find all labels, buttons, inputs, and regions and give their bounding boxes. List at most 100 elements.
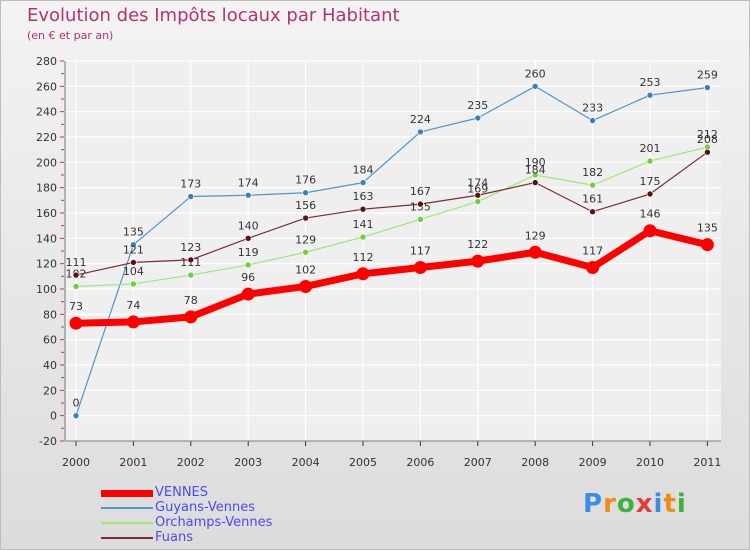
legend-label-guyans-vennes: Guyans-Vennes bbox=[155, 500, 256, 515]
data-point-fuans bbox=[531, 179, 539, 186]
data-label-vennes: 117 bbox=[582, 244, 603, 257]
data-label-vennes: 112 bbox=[353, 251, 374, 264]
chart-subtitle: (en € et par an) bbox=[27, 29, 114, 42]
data-label-guyans-vennes: 176 bbox=[295, 174, 316, 187]
data-label-orchamps-vennes: 104 bbox=[123, 265, 144, 278]
data-label-orchamps-vennes: 129 bbox=[295, 233, 316, 246]
x-tick-label: 2004 bbox=[292, 456, 320, 469]
series-line-orchamps-vennes bbox=[75, 146, 709, 288]
data-label-guyans-vennes: 260 bbox=[525, 67, 546, 80]
legend-item-guyans-vennes: Guyans-Vennes bbox=[101, 500, 361, 515]
data-label-orchamps-vennes: 119 bbox=[238, 246, 259, 259]
data-point-fuans bbox=[359, 205, 367, 213]
data-label-vennes: 129 bbox=[525, 229, 546, 242]
logo-letter: P bbox=[583, 489, 604, 519]
plot-area bbox=[65, 61, 721, 441]
data-label-fuans: 175 bbox=[640, 175, 661, 188]
x-tick-label: 2006 bbox=[406, 456, 434, 469]
data-label-fuans: 121 bbox=[123, 243, 144, 256]
data-label-fuans: 167 bbox=[410, 185, 431, 198]
data-label-fuans: 161 bbox=[582, 193, 603, 206]
x-tick-label: 2010 bbox=[636, 456, 664, 469]
chart-title: Evolution des Impôts locaux par Habitant bbox=[27, 5, 400, 26]
x-tick-label: 2005 bbox=[349, 456, 377, 469]
data-label-vennes: 135 bbox=[697, 222, 718, 235]
data-label-guyans-vennes: 135 bbox=[123, 226, 144, 239]
logo-letter: r bbox=[603, 489, 617, 519]
data-point-vennes bbox=[528, 245, 542, 259]
data-point-vennes bbox=[241, 287, 255, 301]
data-label-vennes: 74 bbox=[126, 299, 140, 312]
legend-item-fuans: Fuans bbox=[101, 530, 361, 545]
data-point-orchamps-vennes bbox=[417, 216, 424, 223]
data-label-guyans-vennes: 235 bbox=[467, 99, 488, 112]
data-point-guyans-vennes bbox=[646, 91, 654, 99]
data-point-guyans-vennes bbox=[531, 83, 539, 90]
y-tick-label: 220 bbox=[36, 131, 57, 144]
data-label-guyans-vennes: 224 bbox=[410, 113, 431, 126]
x-tick-label: 2007 bbox=[464, 456, 492, 469]
data-point-fuans bbox=[589, 208, 596, 216]
data-point-vennes bbox=[126, 315, 140, 329]
data-point-vennes bbox=[413, 260, 427, 274]
data-point-orchamps-vennes bbox=[531, 171, 539, 179]
data-point-fuans bbox=[646, 190, 654, 198]
data-label-orchamps-vennes: 141 bbox=[353, 218, 374, 231]
x-tick-label: 2011 bbox=[693, 456, 721, 469]
legend-label-orchamps-vennes: Orchamps-Vennes bbox=[155, 515, 273, 530]
data-label-orchamps-vennes: 182 bbox=[582, 166, 603, 179]
legend-label-vennes: VENNES bbox=[155, 485, 209, 500]
data-label-guyans-vennes: 174 bbox=[238, 176, 259, 189]
data-label-fuans: 111 bbox=[66, 256, 87, 269]
data-point-vennes bbox=[69, 316, 83, 330]
x-tick-label: 2002 bbox=[177, 456, 205, 469]
data-label-guyans-vennes: 173 bbox=[180, 178, 201, 191]
series-line-fuans bbox=[75, 151, 709, 276]
y-tick-label: 0 bbox=[50, 410, 57, 423]
data-label-guyans-vennes: 0 bbox=[73, 397, 80, 410]
data-point-guyans-vennes bbox=[72, 412, 80, 419]
data-point-guyans-vennes bbox=[302, 189, 309, 197]
data-point-guyans-vennes bbox=[417, 128, 424, 136]
data-point-fuans bbox=[72, 271, 80, 279]
data-point-fuans bbox=[244, 235, 252, 242]
data-label-vennes: 96 bbox=[241, 271, 255, 284]
legend-swatch-guyans-vennes bbox=[101, 507, 153, 509]
y-tick-label: -20 bbox=[39, 435, 57, 448]
legend-item-vennes: VENNES bbox=[101, 485, 361, 500]
y-tick-label: 180 bbox=[36, 182, 57, 195]
proxiti-logo: Proxiti bbox=[583, 489, 687, 519]
data-label-fuans: 140 bbox=[238, 219, 259, 232]
x-tick-label: 2009 bbox=[579, 456, 607, 469]
data-point-guyans-vennes bbox=[474, 114, 482, 122]
y-tick-label: 120 bbox=[36, 258, 57, 271]
y-tick-label: 20 bbox=[43, 384, 57, 397]
data-label-fuans: 174 bbox=[467, 176, 488, 189]
data-point-guyans-vennes bbox=[359, 179, 367, 186]
data-point-orchamps-vennes bbox=[187, 271, 195, 279]
data-point-guyans-vennes bbox=[589, 117, 596, 124]
data-point-vennes bbox=[586, 260, 600, 274]
data-label-fuans: 184 bbox=[525, 164, 546, 177]
data-label-guyans-vennes: 259 bbox=[697, 69, 718, 82]
y-tick-label: 200 bbox=[36, 156, 57, 169]
y-tick-label: 140 bbox=[36, 232, 57, 245]
data-label-guyans-vennes: 233 bbox=[582, 102, 603, 115]
data-point-vennes bbox=[700, 238, 714, 252]
data-point-guyans-vennes bbox=[130, 241, 137, 248]
y-tick-label: 160 bbox=[36, 207, 57, 220]
data-point-fuans bbox=[417, 200, 424, 208]
data-point-vennes bbox=[356, 267, 370, 281]
data-label-vennes: 146 bbox=[640, 208, 661, 221]
data-label-vennes: 102 bbox=[295, 263, 316, 276]
series-line-guyans-vennes bbox=[75, 85, 709, 417]
data-point-orchamps-vennes bbox=[589, 181, 596, 189]
data-label-guyans-vennes: 184 bbox=[353, 164, 374, 177]
data-label-fuans: 163 bbox=[353, 190, 374, 203]
data-point-fuans bbox=[187, 256, 195, 264]
data-label-vennes: 122 bbox=[467, 238, 488, 251]
data-point-orchamps-vennes bbox=[244, 261, 252, 269]
y-tick-label: 80 bbox=[43, 308, 57, 321]
data-label-fuans: 156 bbox=[295, 199, 316, 212]
data-point-orchamps-vennes bbox=[474, 198, 482, 205]
